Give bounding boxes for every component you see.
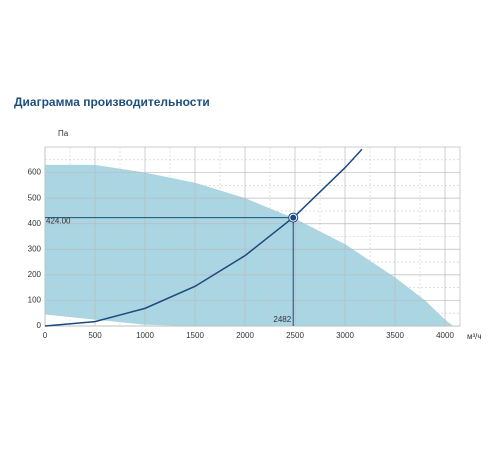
y-tick-label: 400 (28, 219, 42, 228)
system-curve (44, 148, 363, 327)
y-tick-label: 100 (28, 296, 42, 305)
y-tick-label: 200 (28, 270, 42, 279)
point-x-label: 2482 (273, 315, 291, 324)
y-tick-label: 600 (28, 168, 42, 177)
x-tick-label: 1000 (136, 331, 154, 340)
x-tick-label: 4000 (436, 331, 454, 340)
x-tick-label: 2000 (236, 331, 254, 340)
point-y-label: 424.00 (46, 217, 71, 226)
y-tick-label: 500 (28, 193, 42, 202)
x-tick-label: 500 (88, 331, 102, 340)
y-tick-label: 0 (37, 321, 42, 330)
x-tick-label: 0 (43, 331, 48, 340)
x-tick-label: 1500 (186, 331, 204, 340)
x-tick-label: 2500 (286, 331, 304, 340)
x-tick-label: 3000 (336, 331, 354, 340)
y-axis-label: Па (58, 129, 69, 138)
operating-area (45, 164, 453, 326)
chart-title: Диаграмма производительности (14, 95, 210, 109)
operating-point (290, 214, 297, 221)
x-axis-label: м³/ч (467, 332, 482, 341)
x-tick-label: 3500 (386, 331, 404, 340)
y-tick-label: 300 (28, 244, 42, 253)
